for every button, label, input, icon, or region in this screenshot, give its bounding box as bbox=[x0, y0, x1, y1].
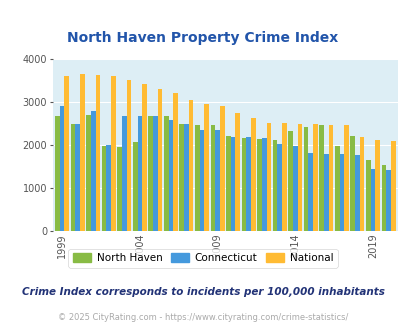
Bar bbox=[334, 146, 339, 231]
Bar bbox=[122, 116, 126, 231]
Bar bbox=[328, 125, 333, 231]
Bar bbox=[95, 75, 100, 231]
Bar bbox=[173, 93, 177, 231]
Bar bbox=[220, 106, 224, 231]
Bar bbox=[226, 136, 230, 231]
Bar bbox=[215, 130, 220, 231]
Text: © 2025 CityRating.com - https://www.cityrating.com/crime-statistics/: © 2025 CityRating.com - https://www.city… bbox=[58, 313, 347, 322]
Bar bbox=[230, 137, 235, 231]
Bar bbox=[106, 145, 111, 231]
Bar bbox=[164, 116, 168, 231]
Bar bbox=[132, 142, 137, 231]
Bar bbox=[339, 154, 343, 231]
Bar bbox=[277, 144, 281, 231]
Bar bbox=[188, 100, 193, 231]
Bar bbox=[184, 124, 188, 231]
Bar bbox=[194, 125, 199, 231]
Bar bbox=[256, 139, 261, 231]
Bar bbox=[292, 147, 297, 231]
Legend: North Haven, Connecticut, National: North Haven, Connecticut, National bbox=[68, 249, 337, 268]
Bar bbox=[241, 138, 246, 231]
Bar bbox=[323, 154, 328, 231]
Bar bbox=[288, 131, 292, 231]
Bar bbox=[153, 116, 157, 231]
Bar bbox=[111, 76, 115, 231]
Bar bbox=[354, 155, 359, 231]
Bar bbox=[64, 76, 69, 231]
Bar bbox=[117, 147, 121, 231]
Bar bbox=[86, 115, 91, 231]
Bar bbox=[370, 169, 374, 231]
Bar bbox=[281, 123, 286, 231]
Bar bbox=[343, 125, 348, 231]
Bar bbox=[60, 106, 64, 231]
Bar bbox=[142, 84, 147, 231]
Text: Crime Index corresponds to incidents per 100,000 inhabitants: Crime Index corresponds to incidents per… bbox=[21, 287, 384, 297]
Bar bbox=[250, 118, 255, 231]
Bar bbox=[235, 113, 239, 231]
Bar bbox=[303, 127, 308, 231]
Bar bbox=[385, 170, 390, 231]
Bar bbox=[210, 125, 215, 231]
Bar bbox=[297, 124, 302, 231]
Bar bbox=[204, 104, 209, 231]
Text: North Haven Property Crime Index: North Haven Property Crime Index bbox=[67, 31, 338, 45]
Bar bbox=[137, 116, 142, 231]
Bar bbox=[261, 138, 266, 231]
Bar bbox=[365, 160, 370, 231]
Bar bbox=[350, 136, 354, 231]
Bar bbox=[381, 165, 385, 231]
Bar bbox=[199, 130, 204, 231]
Bar bbox=[272, 140, 277, 231]
Bar bbox=[374, 140, 379, 231]
Bar bbox=[91, 111, 95, 231]
Bar bbox=[308, 153, 312, 231]
Bar bbox=[148, 116, 153, 231]
Bar bbox=[80, 74, 84, 231]
Bar bbox=[359, 137, 364, 231]
Bar bbox=[157, 89, 162, 231]
Bar bbox=[55, 116, 60, 231]
Bar bbox=[126, 80, 131, 231]
Bar bbox=[179, 124, 184, 231]
Bar bbox=[246, 138, 250, 231]
Bar bbox=[312, 124, 317, 231]
Bar bbox=[102, 146, 106, 231]
Bar bbox=[266, 123, 271, 231]
Bar bbox=[70, 124, 75, 231]
Bar bbox=[168, 120, 173, 231]
Bar bbox=[390, 141, 394, 231]
Bar bbox=[75, 124, 80, 231]
Bar bbox=[319, 125, 323, 231]
